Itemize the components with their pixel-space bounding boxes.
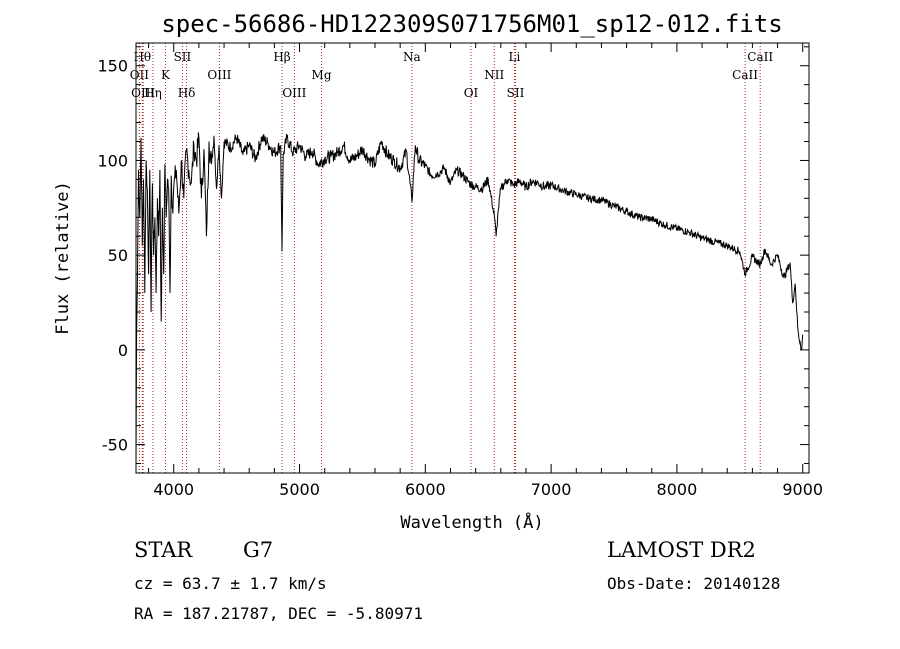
spectral-line-label: OI bbox=[464, 86, 479, 100]
x-tick-label: 9000 bbox=[782, 480, 823, 499]
spectral-line-label: OIII bbox=[282, 86, 306, 100]
x-tick-label: 6000 bbox=[405, 480, 446, 499]
spectral-line-label: K bbox=[161, 68, 171, 82]
redshift-cz: cz = 63.7 ± 1.7 km/s bbox=[134, 574, 327, 593]
spectral-line-label: Hη bbox=[144, 86, 162, 100]
spectral-line-label: Hθ bbox=[133, 50, 151, 64]
x-tick-label: 5000 bbox=[279, 480, 320, 499]
obs-date: Obs-Date: 20140128 bbox=[607, 574, 781, 593]
chart-title: spec-56686-HD122309S071756M01_sp12-012.f… bbox=[161, 10, 782, 38]
y-axis-label: Flux (relative) bbox=[53, 181, 73, 335]
y-tick-label: 100 bbox=[97, 151, 128, 170]
y-tick-label: 150 bbox=[97, 57, 128, 76]
y-tick-label: -50 bbox=[102, 436, 128, 455]
spectral-line-label: SII bbox=[507, 86, 525, 100]
plot-frame bbox=[135, 42, 810, 474]
y-tick-label: 50 bbox=[108, 246, 128, 265]
spectrum-line bbox=[135, 132, 804, 464]
y-tick-label: 0 bbox=[118, 341, 128, 360]
object-class: G7 bbox=[243, 538, 274, 562]
object-type: STAR bbox=[134, 538, 193, 562]
spectral-line-label: Hβ bbox=[273, 50, 290, 64]
ra-dec: RA = 187.21787, DEC = -5.80971 bbox=[134, 604, 423, 623]
spectral-line-label: NII bbox=[484, 68, 504, 82]
spectral-line-label: Mg bbox=[312, 68, 332, 82]
survey-name: LAMOST DR2 bbox=[607, 538, 756, 562]
spectral-line-label: OIII bbox=[207, 68, 231, 82]
spectral-line-label: OIII bbox=[131, 86, 155, 100]
spectral-line-label: OII bbox=[130, 68, 150, 82]
x-tick-label: 7000 bbox=[531, 480, 572, 499]
x-tick-label: 4000 bbox=[153, 480, 194, 499]
x-tick-label: 8000 bbox=[657, 480, 698, 499]
spectrum-series bbox=[135, 132, 804, 464]
spectral-line-label: Hδ bbox=[178, 86, 196, 100]
spectral-line-label: SII bbox=[174, 50, 192, 64]
spectral-line-label: CaII bbox=[732, 68, 758, 82]
spectral-line-label: Li bbox=[508, 50, 520, 64]
axes: 4000 5000 6000 7000 8000 9000 -50 0 50 100 150 bbox=[97, 43, 823, 499]
spectral-line-label: CaII bbox=[747, 50, 773, 64]
spectral-line-label: Na bbox=[403, 50, 421, 64]
spectral-line-markers: OIIHθOIIIHηKSIIHδOIIIHβOIIIMgNaOINIILiSI… bbox=[130, 43, 773, 473]
x-axis-label: Wavelength (Å) bbox=[400, 511, 543, 533]
